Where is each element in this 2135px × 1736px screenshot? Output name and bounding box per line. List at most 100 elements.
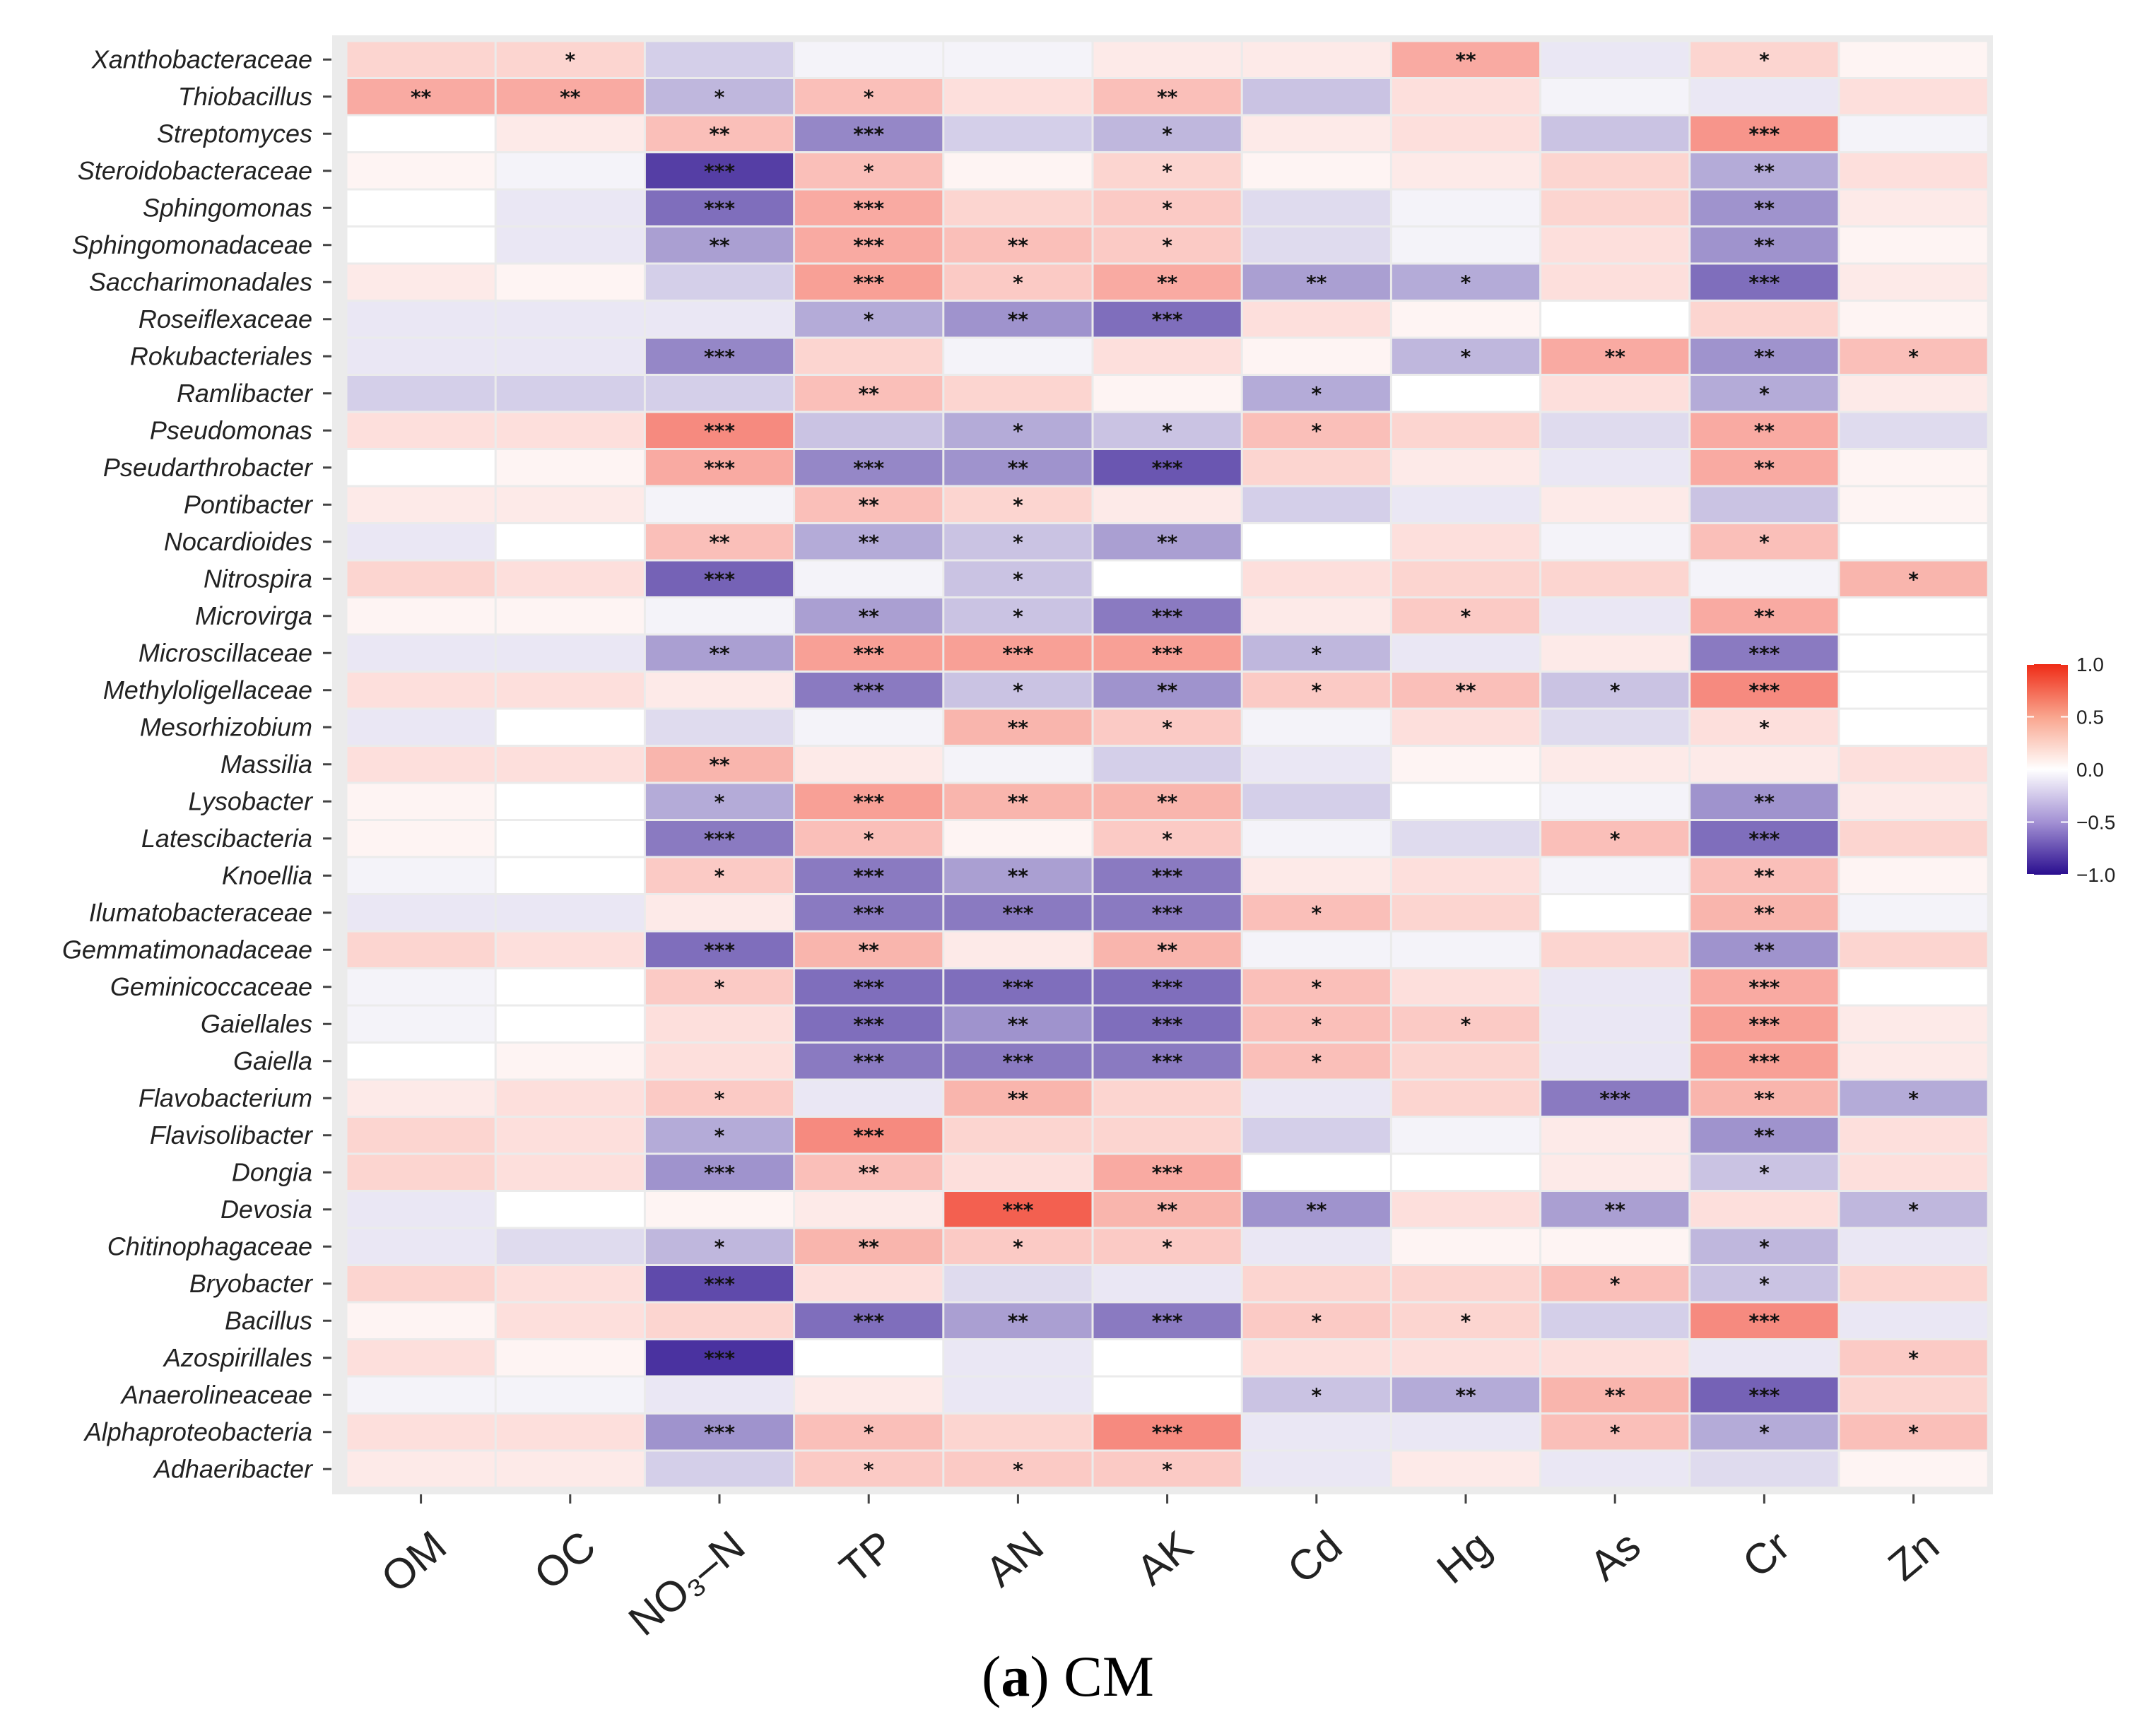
row-label-thiobacillus: Thiobacillus [178,82,312,111]
significance-ramlibacter-cd: * [1311,382,1322,406]
row-label-pseudarthrobacter: Pseudarthrobacter [103,453,314,482]
caption-suffix: ) CM [1030,1644,1153,1708]
significance-geminicoccaceae-cd: * [1311,976,1322,999]
row-label-pontibacter: Pontibacter [184,490,314,519]
cell-gaiella-hg [1392,1044,1540,1079]
cell-devosia-an [944,1192,1092,1227]
cell-streptomyces-as [1541,116,1689,151]
cell-rokubacteriales-no-n [645,338,794,374]
cell-sphingomonadaceae-ak [1093,228,1241,263]
significance-latescibacteria-tp: * [864,827,874,851]
cell-methyloligellaceae-as [1541,673,1689,708]
cell-mesorhizobium-oc [496,709,644,745]
significance-gaiella-ak: *** [1152,1050,1183,1073]
cell-devosia-cr [1690,1192,1838,1227]
cell-sphingomonadaceae-cr [1690,228,1838,263]
legend-label-4: −1.0 [2076,864,2115,886]
cell-alphaproteobacteria-zn [1840,1415,1987,1450]
cell-flavobacterium-cr [1690,1080,1838,1116]
cell-geminicoccaceae-as [1541,969,1689,1005]
significance-thiobacillus-no-n: * [714,85,725,109]
cell-flavobacterium-as [1541,1080,1689,1116]
significance-pseudarthrobacter-an: ** [1008,456,1029,480]
cell-geminicoccaceae-tp [795,969,943,1005]
row-label-anaerolineaceae: Anaerolineaceae [120,1380,312,1409]
cell-sphingomonadaceae-hg [1392,228,1540,263]
cell-geminicoccaceae-oc [496,969,644,1005]
row-label-rokubacteriales: Rokubacteriales [130,341,312,370]
cell-steroidobacteraceae-tp [795,153,943,189]
cell-bacillus-no-n [645,1303,794,1338]
cell-dongia-no-n [645,1155,794,1190]
significance-nocardioides-no-n: ** [709,531,730,554]
significance-latescibacteria-ak: * [1162,827,1172,851]
significance-bacillus-tp: *** [853,1309,884,1333]
cell-chitinophagaceae-no-n [645,1229,794,1264]
significance-methyloligellaceae-an: * [1013,679,1023,702]
cell-bacillus-ak [1093,1303,1241,1338]
cell-nitrospira-ak [1093,561,1241,596]
cell-sphingomonadaceae-an [944,228,1092,263]
significance-saccharimonadales-cd: ** [1306,271,1327,294]
cell-chitinophagaceae-an [944,1229,1092,1264]
significance-alphaproteobacteria-as: * [1610,1421,1621,1444]
significance-alphaproteobacteria-ak: *** [1152,1421,1183,1444]
cell-anaerolineaceae-cr [1690,1377,1838,1412]
cell-roseiflexaceae-tp [795,302,943,337]
significance-saccharimonadales-tp: *** [853,271,884,294]
significance-azospirillales-zn: * [1908,1347,1919,1370]
cell-flavobacterium-cd [1242,1080,1390,1116]
significance-flavobacterium-no-n: * [714,1087,725,1110]
significance-nocardioides-tp: ** [859,531,880,554]
cell-gemmatimonadaceae-an [944,932,1092,967]
cell-nitrospira-an [944,561,1092,596]
cell-nitrospira-hg [1392,561,1540,596]
cell-steroidobacteraceae-hg [1392,153,1540,189]
significance-flavobacterium-an: ** [1008,1087,1029,1110]
cell-lysobacter-hg [1392,784,1540,819]
row-label-chitinophagaceae: Chitinophagaceae [107,1232,312,1260]
cell-saccharimonadales-oc [496,264,644,300]
heatmap-cells [347,42,1987,1487]
cell-nocardioides-tp [795,524,943,560]
cell-ilumatobacteraceae-hg [1392,895,1540,931]
significance-saccharimonadales-hg: * [1461,271,1471,294]
cell-steroidobacteraceae-zn [1840,153,1987,189]
significance-gemmatimonadaceae-tp: ** [859,938,880,962]
significance-ilumatobacteraceae-an: *** [1002,902,1033,925]
cell-gaiellales-as [1541,1006,1689,1041]
cell-chitinophagaceae-ak [1093,1229,1241,1264]
significance-methyloligellaceae-cr: *** [1748,679,1780,702]
cell-gaiellales-oc [496,1006,644,1041]
row-label-adhaeribacter: Adhaeribacter [153,1454,314,1483]
significance-latescibacteria-as: * [1610,827,1621,851]
cell-sphingomonas-no-n [645,190,794,225]
cell-nitrospira-no-n [645,561,794,596]
significance-adhaeribacter-tp: * [864,1458,874,1481]
significance-pseudomonas-cd: * [1311,419,1322,442]
cell-saccharimonadales-tp [795,264,943,300]
cell-sphingomonas-hg [1392,190,1540,225]
cell-rokubacteriales-cr [1690,338,1838,374]
cell-devosia-om [347,1192,495,1227]
cell-pseudarthrobacter-cr [1690,450,1838,485]
significance-nocardioides-cr: * [1759,531,1770,554]
cell-sphingomonadaceae-cd [1242,228,1390,263]
cell-methyloligellaceae-om [347,673,495,708]
significance-streptomyces-ak: * [1162,122,1172,146]
significance-streptomyces-tp: *** [853,122,884,146]
cell-methyloligellaceae-cr [1690,673,1838,708]
cell-microscillaceae-zn [1840,635,1987,671]
cell-bacillus-hg [1392,1303,1540,1338]
row-label-lysobacter: Lysobacter [189,786,314,815]
cell-flavisolibacter-tp [795,1118,943,1153]
significance-streptomyces-no-n: ** [709,122,730,146]
cell-pseudarthrobacter-an [944,450,1092,485]
cell-rokubacteriales-ak [1093,338,1241,374]
cell-latescibacteria-no-n [645,821,794,856]
cell-flavobacterium-oc [496,1080,644,1116]
row-label-dongia: Dongia [232,1157,312,1186]
row-label-azospirillales: Azospirillales [163,1343,312,1372]
cell-azospirillales-an [944,1340,1092,1376]
row-label-devosia: Devosia [220,1195,312,1224]
